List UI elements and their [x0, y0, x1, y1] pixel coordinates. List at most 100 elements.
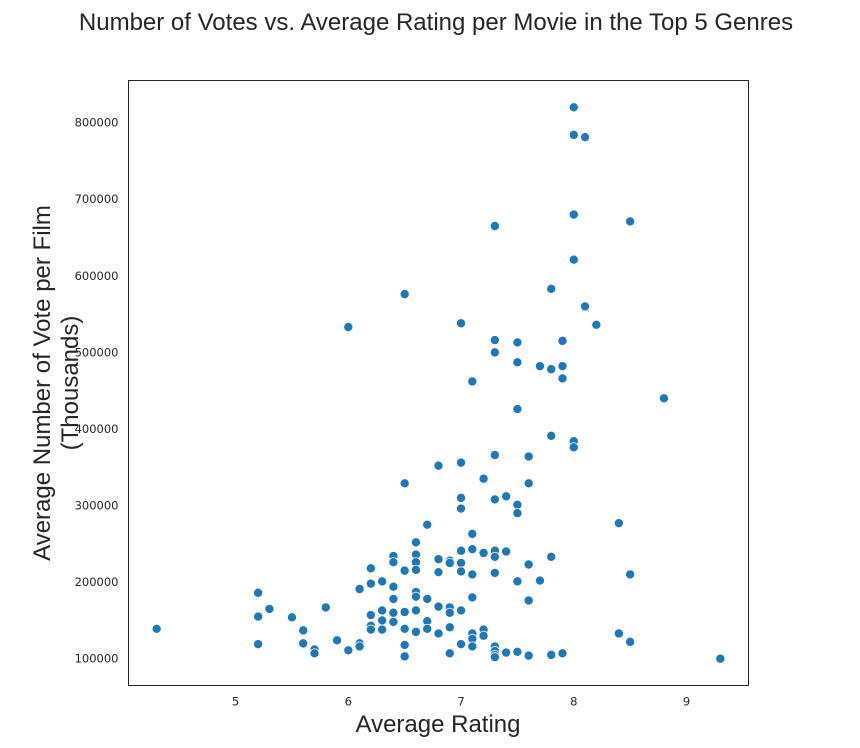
data-point [320, 602, 331, 613]
data-points [151, 102, 726, 664]
data-point [478, 473, 489, 484]
data-point [365, 578, 376, 589]
data-point [399, 478, 410, 489]
data-point [298, 625, 309, 636]
data-point [546, 430, 557, 441]
x-tick-label: 5 [232, 695, 239, 709]
data-point [489, 221, 500, 232]
data-point [613, 628, 624, 639]
data-point [422, 593, 433, 604]
data-point [354, 641, 365, 652]
data-point [512, 499, 523, 510]
data-point [365, 624, 376, 635]
data-point [354, 584, 365, 595]
data-point [489, 567, 500, 578]
data-point [399, 623, 410, 634]
data-point [501, 546, 512, 557]
x-tick-label: 7 [457, 695, 464, 709]
y-tick-label: 800000 [75, 116, 119, 130]
data-point [546, 283, 557, 294]
data-point [444, 622, 455, 633]
data-point [568, 442, 579, 453]
data-point [467, 569, 478, 580]
data-point [343, 645, 354, 656]
data-point [286, 612, 297, 623]
data-point [568, 209, 579, 220]
data-point [501, 491, 512, 502]
data-point [433, 628, 444, 639]
data-point [557, 648, 568, 659]
data-point [377, 624, 388, 635]
data-point [444, 607, 455, 618]
data-point [456, 457, 467, 468]
data-point [399, 565, 410, 576]
data-point [613, 518, 624, 529]
y-tick-label: 600000 [75, 269, 119, 283]
data-point [715, 653, 726, 664]
data-point [433, 554, 444, 565]
data-point [388, 557, 399, 568]
data-point [546, 551, 557, 562]
data-point [253, 587, 264, 598]
data-point [365, 563, 376, 574]
data-point [467, 592, 478, 603]
data-point [399, 651, 410, 662]
data-point [580, 132, 591, 143]
data-point [580, 301, 591, 312]
data-point [422, 519, 433, 530]
data-point [523, 451, 534, 462]
y-axis-ticks: 100000 200000 300000 400000 500000 600000 7000… [75, 116, 119, 666]
data-point [410, 605, 421, 616]
data-point [456, 503, 467, 514]
data-point [151, 623, 162, 634]
data-point [568, 254, 579, 265]
y-axis-label: Average Number of Vote per Film (Thousan… [29, 205, 84, 561]
data-point [467, 376, 478, 387]
data-point [557, 373, 568, 384]
data-point [456, 492, 467, 503]
data-point [467, 544, 478, 555]
data-point [489, 551, 500, 562]
data-point [410, 626, 421, 637]
data-point [377, 576, 388, 587]
x-axis-label: Average Rating [356, 711, 521, 738]
data-point [478, 630, 489, 641]
data-point [365, 610, 376, 621]
data-point [512, 357, 523, 368]
data-point [399, 639, 410, 650]
y-tick-label: 700000 [75, 192, 119, 206]
data-point [546, 649, 557, 660]
data-point [298, 638, 309, 649]
data-point [568, 102, 579, 113]
data-point [625, 636, 636, 647]
y-tick-label: 400000 [75, 422, 119, 436]
data-point [410, 537, 421, 548]
data-point [456, 605, 467, 616]
data-point [399, 606, 410, 617]
data-point [523, 650, 534, 661]
data-point [557, 361, 568, 372]
y-axis-label-line-1: Average Number of Vote per Film [29, 205, 56, 561]
data-point [591, 319, 602, 330]
data-point [501, 647, 512, 658]
data-point [388, 581, 399, 592]
data-point [512, 404, 523, 415]
x-tick-label: 9 [683, 695, 690, 709]
data-point [512, 646, 523, 657]
data-point [377, 605, 388, 616]
data-point [456, 545, 467, 556]
data-point [309, 648, 320, 659]
y-tick-label: 300000 [75, 499, 119, 513]
y-tick-label: 500000 [75, 345, 119, 359]
data-point [512, 337, 523, 348]
data-point [388, 593, 399, 604]
data-point [456, 557, 467, 568]
data-point [568, 129, 579, 140]
data-point [433, 567, 444, 578]
data-point [478, 548, 489, 559]
data-point [557, 335, 568, 346]
x-tick-label: 6 [345, 695, 352, 709]
data-point [410, 591, 421, 602]
data-point [489, 449, 500, 460]
